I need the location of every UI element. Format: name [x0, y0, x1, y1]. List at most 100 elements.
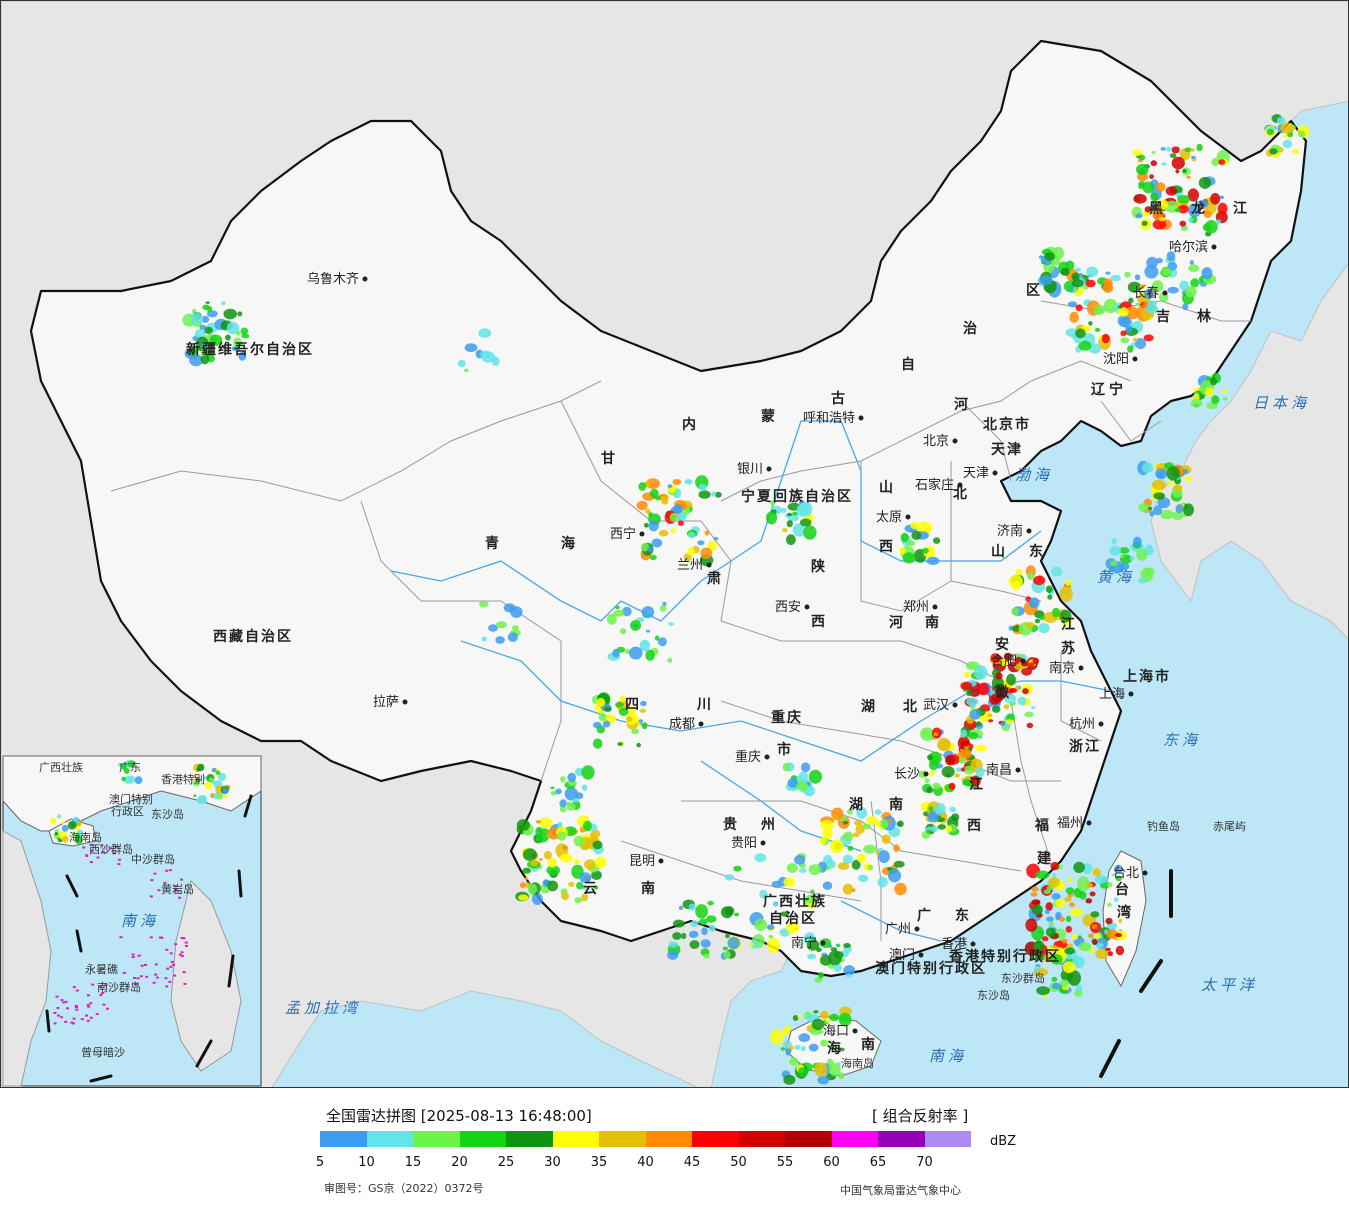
island-marker [174, 888, 178, 891]
city-marker-icon [658, 858, 664, 864]
radar-echo-cell [852, 832, 860, 838]
radar-echo-cell [786, 921, 800, 934]
radar-echo-cell [783, 1074, 796, 1085]
radar-echo-cell [667, 484, 673, 489]
province-label-guizhou2: 州 [760, 817, 777, 833]
radar-echo-cell [560, 853, 573, 863]
radar-echo-cell [1017, 696, 1027, 706]
island-marker [155, 976, 159, 979]
radar-echo-cell [216, 793, 224, 800]
city-marker-icon [1162, 290, 1168, 296]
radar-echo-cell [681, 932, 687, 940]
radar-echo-cell [567, 772, 577, 782]
radar-echo-cell [1128, 297, 1134, 304]
radar-echo-cell [478, 328, 492, 338]
radar-echo-cell [843, 943, 851, 948]
radar-echo-cell [786, 534, 796, 546]
radar-echo-cell [198, 794, 208, 804]
radar-echo-cell [1085, 279, 1096, 288]
province-label-jiangsu1: 江 [1061, 616, 1077, 633]
radar-echo-cell [1117, 307, 1129, 317]
radar-echo-cell [1078, 340, 1092, 351]
radar-echo-cell [488, 624, 498, 632]
province-label-beijing: 北京市 [983, 416, 1031, 433]
radar-echo-cell [1134, 274, 1141, 281]
radar-echo-cell [687, 547, 695, 556]
radar-echo-cell [123, 767, 130, 774]
province-label-gansu: 甘 [601, 450, 617, 467]
city-label-nanchang: 南昌 [986, 762, 1012, 778]
radar-echo-cell [1139, 284, 1145, 290]
island-marker [91, 983, 95, 986]
radar-echo-cell [547, 880, 559, 892]
radar-echo-cell [887, 818, 892, 823]
radar-echo-cell [602, 720, 611, 728]
inset-label-inset-nansha: 南沙群岛 [97, 980, 141, 994]
radar-echo-cell [1179, 220, 1187, 227]
island-marker [154, 963, 158, 966]
radar-echo-cell [1088, 321, 1093, 326]
radar-echo-cell [1115, 933, 1122, 938]
radar-echo-cell [1111, 538, 1117, 545]
radar-echo-cell [945, 755, 956, 766]
radar-echo-cell [783, 1025, 791, 1034]
radar-echo-cell [1175, 169, 1180, 174]
province-label-ningxia: 宁夏回族自治区 [741, 488, 853, 505]
radar-echo-cell [641, 722, 648, 730]
scale-tick-label: 40 [637, 1155, 654, 1170]
island-marker [75, 989, 79, 992]
radar-echo-cell [1059, 585, 1073, 602]
radar-echo-cell [803, 525, 817, 540]
city-marker-icon [905, 514, 911, 520]
radar-echo-cell [464, 343, 478, 353]
city-label-hangzhou: 杭州 [1069, 717, 1095, 732]
radar-echo-cell [1197, 199, 1209, 208]
radar-echo-cell [121, 776, 126, 782]
radar-echo-cell [1221, 388, 1227, 394]
radar-map[interactable]: 新疆维吾尔自治区 西藏自治区青海甘内蒙古自治区黑龙江吉林辽宁河北山西山东陕西河南江… [0, 0, 1349, 1088]
sea-label-nanhai: 南海 [929, 1047, 967, 1065]
radar-echo-cell [1117, 305, 1123, 309]
radar-echo-cell [654, 635, 660, 641]
city-label-taipei: 台北 [1113, 866, 1139, 881]
province-label-fujian1: 福 [1034, 817, 1051, 834]
radar-echo-cell [988, 719, 994, 723]
city-label-chengdu: 成都 [669, 717, 695, 732]
radar-echo-cell [1167, 261, 1178, 271]
city-marker-icon [992, 470, 998, 476]
radar-echo-cell [830, 947, 838, 952]
radar-echo-cell [1087, 933, 1094, 938]
radar-echo-cell [847, 845, 854, 851]
radar-echo-cell [888, 868, 901, 883]
radar-echo-cell [1151, 151, 1156, 154]
radar-echo-cell [1147, 506, 1153, 511]
radar-echo-cell [783, 877, 796, 887]
province-label-tianjin: 天津 [991, 441, 1023, 458]
radar-echo-cell [770, 500, 776, 506]
radar-echo-cell [628, 706, 637, 716]
radar-echo-cell [1044, 909, 1050, 914]
radar-echo-cell [550, 791, 557, 796]
island-marker [118, 858, 121, 861]
island-marker [56, 1007, 60, 1009]
radar-echo-cell [782, 763, 790, 772]
radar-echo-cell [1119, 554, 1124, 559]
island-marker [180, 878, 184, 881]
province-label-macau: 澳门特别行政区 [875, 960, 987, 977]
radar-echo-cell [1090, 911, 1100, 918]
south-china-sea-inset[interactable] [2, 755, 262, 1087]
radar-echo-cell [594, 856, 607, 869]
radar-echo-cell [511, 625, 519, 631]
color-scale [320, 1131, 971, 1147]
province-label-shanghai: 上海市 [1123, 668, 1171, 685]
inset-label-inset-zhongsha: 中沙群岛 [131, 852, 175, 866]
radar-echo-cell [688, 903, 696, 911]
radar-echo-cell [1075, 267, 1081, 272]
radar-echo-cell [960, 740, 970, 747]
radar-echo-cell [1064, 896, 1072, 902]
radar-echo-cell [1196, 143, 1203, 152]
radar-echo-cell [1062, 961, 1076, 974]
island-marker [74, 1006, 78, 1009]
radar-echo-cell [519, 882, 527, 889]
radar-echo-cell [956, 767, 962, 772]
